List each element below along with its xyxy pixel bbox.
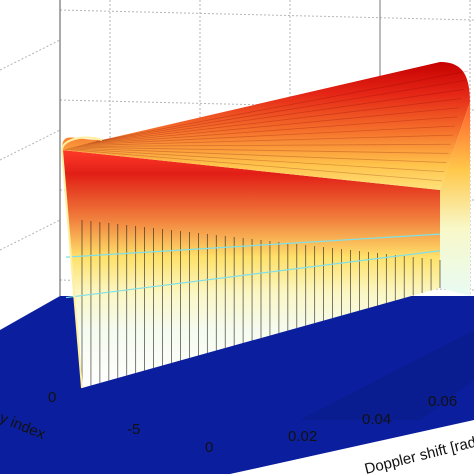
mesh-line <box>73 146 449 154</box>
mesh-line <box>99 70 468 142</box>
mesh-line <box>96 79 466 142</box>
surface-front-wall <box>62 150 440 388</box>
y-axis-ticks: 0 -5 <box>48 389 140 438</box>
mesh-line <box>93 89 464 143</box>
contour-line <box>65 250 441 299</box>
y-tick-label: -5 <box>127 421 140 438</box>
surface-cap <box>62 62 470 190</box>
mesh-line <box>81 125 456 146</box>
x-tick-label: 0.04 <box>362 411 391 428</box>
x-tick-label: 0.02 <box>288 428 317 445</box>
mesh-line <box>87 107 460 144</box>
x-tick-label: 0.06 <box>428 393 457 410</box>
x-axis-ticks: 0 0.02 0.04 0.06 <box>205 393 457 456</box>
mesh-line <box>70 147 447 163</box>
mesh-line <box>76 143 451 147</box>
mesh-line <box>84 116 458 145</box>
contour-line <box>65 233 441 258</box>
surface-left-edge <box>60 136 103 389</box>
grid-line <box>0 39 61 71</box>
y-tick-label: 0 <box>48 389 56 406</box>
x-tick-label: 0 <box>205 439 213 456</box>
grid-line <box>59 9 474 21</box>
mesh-line <box>90 98 462 144</box>
grid-line <box>0 219 61 251</box>
surface-body <box>60 62 470 389</box>
mesh-line <box>67 148 445 173</box>
mesh-line <box>79 134 453 147</box>
mesh-line <box>64 148 443 182</box>
surface-end-cap <box>440 102 470 296</box>
floor-shadow <box>300 330 474 420</box>
grid-line <box>0 129 61 161</box>
